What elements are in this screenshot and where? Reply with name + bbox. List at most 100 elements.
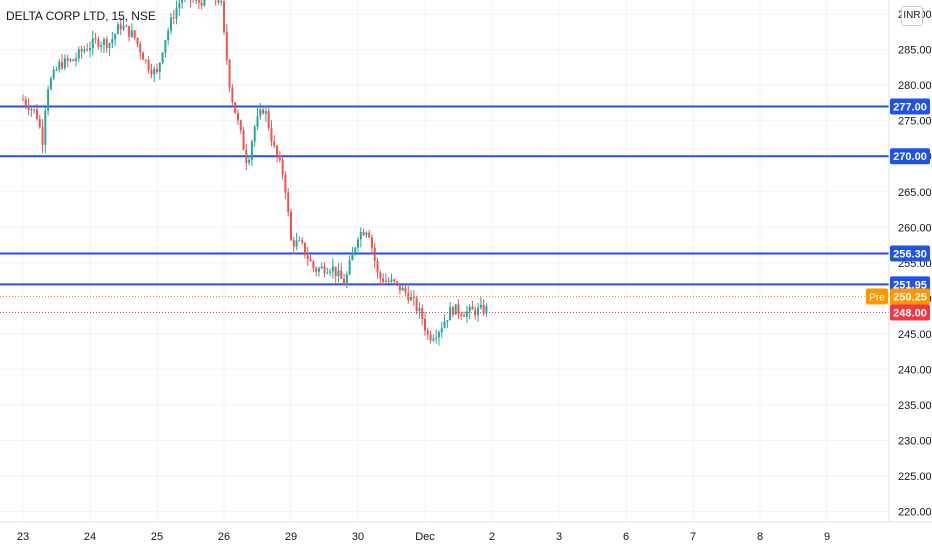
candle-body — [426, 330, 429, 335]
candle-body — [259, 109, 262, 117]
x-tick-label: 30 — [352, 531, 364, 543]
candle-body — [354, 247, 357, 254]
candle-body — [404, 287, 407, 293]
candle-body — [477, 307, 480, 316]
candle-body — [390, 279, 393, 282]
candle-body — [345, 274, 348, 286]
candle-body — [197, 0, 200, 4]
currency-button[interactable]: INR — [901, 6, 923, 26]
candle-body — [181, 0, 184, 3]
candle-body — [382, 278, 385, 282]
candle-body — [248, 159, 251, 163]
y-axis-labels: 220.00225.00230.00235.00240.00245.00250.… — [898, 9, 932, 518]
candle-body — [312, 261, 315, 269]
candle-body — [63, 58, 66, 69]
candle-body — [317, 268, 320, 272]
candle-body — [315, 268, 318, 272]
level-price-text: 251.95 — [893, 279, 927, 291]
candle-body — [61, 61, 64, 69]
x-tick-label: 24 — [84, 531, 96, 543]
candle-body — [267, 111, 270, 129]
candle-body — [72, 59, 75, 61]
candle-body — [236, 113, 239, 121]
candle-body — [468, 306, 471, 312]
x-axis-labels: 23 24 25 26 29 30 Dec 2 3 6 7 8 9 — [17, 531, 830, 543]
candle-body — [203, 0, 206, 6]
currency-label: INR — [903, 10, 921, 21]
candle-body — [281, 159, 284, 175]
candle-body — [178, 2, 181, 9]
candle-body — [440, 327, 443, 333]
level-price-tag — [890, 245, 930, 262]
x-tick-label: 25 — [151, 531, 163, 543]
candle-body — [125, 25, 128, 27]
candle-body — [169, 17, 172, 31]
symbol-title[interactable]: DELTA CORP LTD, 15, NSE — [6, 9, 156, 23]
candle-body — [379, 272, 382, 279]
candle-body — [437, 332, 440, 338]
candle-body — [52, 69, 55, 79]
y-tick-label: 240.00 — [898, 364, 932, 376]
y-tick-label: 265.00 — [898, 187, 932, 199]
candle-body — [75, 58, 78, 61]
x-tick-label: Dec — [415, 531, 435, 543]
level-price-text: 270.00 — [893, 151, 927, 163]
candle-body — [100, 44, 103, 47]
candle-body — [97, 39, 100, 47]
x-tick-label: 29 — [285, 531, 297, 543]
candle-body — [376, 260, 379, 273]
candle-body — [415, 298, 418, 312]
candle-body — [334, 266, 337, 277]
candle-body — [35, 109, 38, 120]
candle-body — [396, 281, 399, 283]
premarket-tag-text: Pre — [869, 293, 885, 304]
candle-body — [256, 116, 259, 127]
candle-body — [150, 70, 153, 75]
candle-body — [27, 105, 30, 111]
candle-body — [303, 242, 306, 256]
candle-body — [144, 59, 147, 61]
symbol-interval: 15 — [111, 9, 125, 23]
candle-body — [398, 282, 401, 291]
candle-body — [225, 31, 228, 61]
candle-body — [421, 307, 424, 319]
candle-body — [167, 30, 170, 41]
candle-body — [373, 247, 376, 261]
candle-body — [410, 296, 413, 301]
candle-body — [22, 99, 24, 101]
x-tick-label: 3 — [556, 531, 562, 543]
price-marker-text: 250.25 — [893, 292, 927, 304]
candle-body — [443, 321, 446, 328]
candle-body — [348, 260, 351, 275]
price-marker-text: 248.00 — [893, 307, 927, 319]
y-tick-label: 235.00 — [898, 400, 932, 412]
candle-body — [200, 3, 203, 6]
candle-body — [58, 61, 61, 70]
candle-body — [128, 25, 131, 37]
candle-body — [80, 49, 83, 52]
level-price-tag — [890, 98, 930, 115]
candle-body — [340, 270, 343, 279]
candle-body — [424, 318, 426, 331]
candle-body — [446, 320, 449, 322]
price-markers — [0, 296, 889, 313]
candle-body — [384, 280, 387, 282]
x-tick-label: 26 — [218, 531, 230, 543]
candle-body — [139, 43, 142, 53]
time-axis[interactable] — [0, 522, 932, 550]
candle-body — [432, 338, 435, 341]
candle-body — [278, 156, 281, 160]
grid — [0, 0, 889, 522]
candle-body — [158, 62, 161, 73]
candle-body — [331, 266, 334, 272]
symbol-name: DELTA CORP LTD — [6, 9, 106, 23]
x-tick-label: 9 — [824, 531, 830, 543]
candle-body — [264, 111, 267, 114]
candles — [22, 0, 488, 346]
candle-body — [429, 334, 432, 341]
candle-body — [69, 59, 72, 61]
candle-body — [298, 240, 301, 242]
candle-body — [116, 24, 119, 35]
